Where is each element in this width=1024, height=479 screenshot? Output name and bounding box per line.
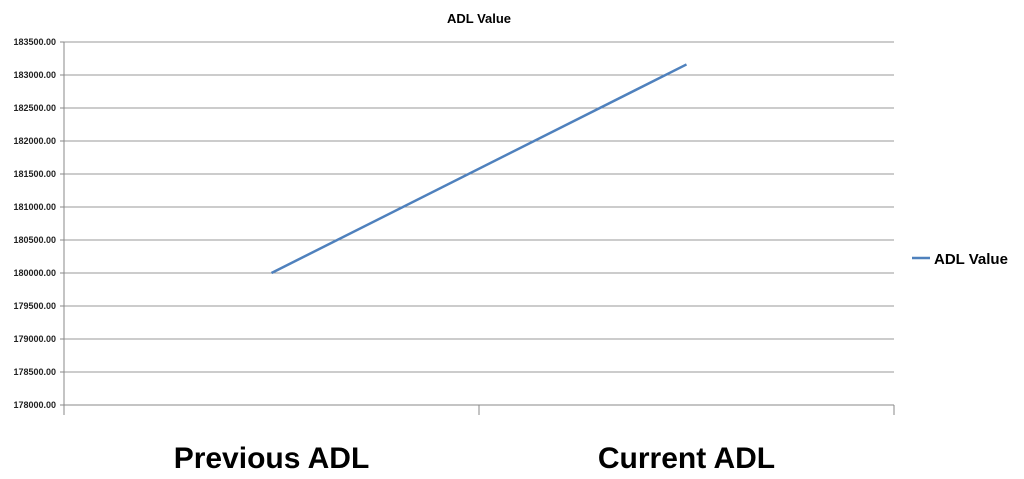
legend-label: ADL Value	[934, 251, 1008, 268]
y-tick-label: 178000.00	[13, 400, 56, 410]
y-tick-label: 179000.00	[13, 334, 56, 344]
chart-title: ADL Value	[447, 11, 511, 26]
y-tick-label: 182500.00	[13, 103, 56, 113]
gridlines	[64, 41, 894, 406]
y-tick-label: 180500.00	[13, 235, 56, 245]
x-axis: Previous ADL Current ADL	[63, 405, 895, 475]
legend: ADL Value	[912, 251, 1008, 268]
y-tick-label: 179500.00	[13, 301, 56, 311]
x-tick-label: Previous ADL	[174, 442, 370, 475]
y-tick-label: 181000.00	[13, 202, 56, 212]
y-tick-label: 183000.00	[13, 70, 56, 80]
y-tick-label: 183500.00	[13, 37, 56, 47]
y-tick-label: 178500.00	[13, 367, 56, 377]
y-axis-ticks: 178000.00 178500.00 179000.00 179500.00 1800…	[13, 37, 65, 410]
series-lines	[270, 63, 688, 275]
x-tick-label: Current ADL	[598, 442, 775, 475]
series-line	[270, 63, 688, 275]
y-tick-label: 181500.00	[13, 169, 56, 179]
y-tick-label: 180000.00	[13, 268, 56, 278]
y-tick-label: 182000.00	[13, 136, 56, 146]
